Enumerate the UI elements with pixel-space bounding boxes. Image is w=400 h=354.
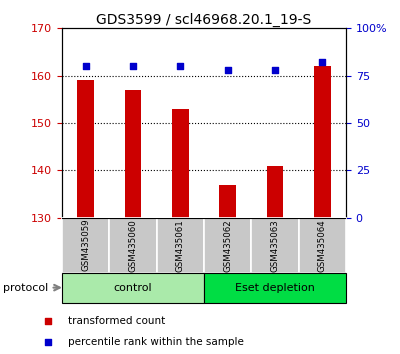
Text: GSM435059: GSM435059 bbox=[81, 219, 90, 272]
Point bbox=[130, 63, 136, 69]
Bar bbox=[157, 218, 204, 273]
Point bbox=[45, 339, 51, 345]
Bar bbox=[204, 218, 251, 273]
Title: GDS3599 / scl46968.20.1_19-S: GDS3599 / scl46968.20.1_19-S bbox=[96, 13, 312, 27]
Text: Eset depletion: Eset depletion bbox=[235, 282, 315, 293]
Text: GSM435061: GSM435061 bbox=[176, 219, 185, 272]
Bar bbox=[204, 273, 346, 303]
Text: percentile rank within the sample: percentile rank within the sample bbox=[68, 337, 244, 347]
Text: GSM435060: GSM435060 bbox=[128, 219, 138, 272]
Text: control: control bbox=[114, 282, 152, 293]
Point bbox=[224, 67, 231, 73]
Text: GSM435062: GSM435062 bbox=[223, 219, 232, 272]
Point bbox=[45, 318, 51, 324]
Text: GSM435064: GSM435064 bbox=[318, 219, 327, 272]
Point bbox=[319, 59, 326, 65]
Bar bbox=[299, 218, 346, 273]
Bar bbox=[62, 218, 109, 273]
Bar bbox=[267, 166, 283, 218]
Point bbox=[177, 63, 184, 69]
Bar bbox=[109, 218, 157, 273]
Bar bbox=[125, 90, 141, 218]
Point bbox=[82, 63, 89, 69]
Text: protocol: protocol bbox=[2, 282, 48, 293]
Bar bbox=[251, 218, 299, 273]
Text: transformed count: transformed count bbox=[68, 316, 165, 326]
Bar bbox=[219, 184, 236, 218]
Text: GSM435063: GSM435063 bbox=[270, 219, 280, 272]
Bar bbox=[62, 273, 204, 303]
Bar bbox=[172, 109, 189, 218]
Bar bbox=[314, 66, 331, 218]
Bar bbox=[77, 80, 94, 218]
Point bbox=[272, 67, 278, 73]
